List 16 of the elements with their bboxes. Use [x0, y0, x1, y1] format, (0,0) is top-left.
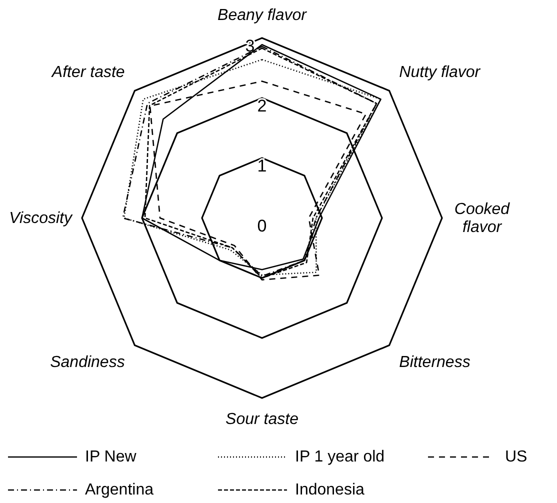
spoke-label: Beany flavor	[218, 7, 308, 24]
spoke-label: After taste	[50, 64, 125, 81]
legend-label: Indonesia	[295, 482, 364, 498]
y-tick-label: 1	[257, 156, 267, 176]
legend-label: US	[505, 448, 528, 466]
spoke-label: Cooked flavor	[454, 201, 511, 236]
spoke-label: Sour taste	[226, 411, 299, 428]
legend-label: IP New	[85, 448, 137, 466]
spoke-label: Nutty flavor	[399, 64, 481, 81]
y-tick-label: 0	[257, 216, 267, 236]
spoke-label: Bitterness	[399, 354, 470, 372]
spoke-label: Sandiness	[50, 354, 125, 372]
legend-label: Argentina	[85, 482, 154, 498]
spoke-label: Viscosity	[9, 210, 73, 227]
legend-label: IP 1 year old	[295, 448, 385, 466]
y-tick-label: 2	[257, 96, 267, 116]
